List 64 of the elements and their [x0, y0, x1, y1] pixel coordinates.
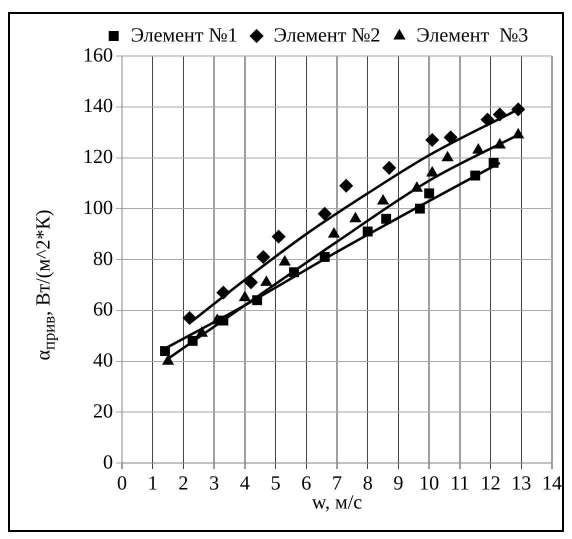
point: [382, 160, 396, 175]
x-tick-label: 9: [393, 472, 404, 494]
y-tick-label: 100: [83, 196, 113, 219]
point: [278, 255, 291, 266]
legend-label: Элемент №2: [274, 24, 380, 46]
x-tick-label: 1: [148, 472, 158, 494]
point: [160, 346, 170, 356]
point: [188, 336, 198, 346]
point: [512, 128, 524, 138]
x-tick-label: 4: [240, 472, 250, 494]
point: [511, 102, 526, 116]
point: [238, 290, 251, 302]
x-tick-label: 10: [419, 472, 440, 494]
legend-label: Элемент №3: [416, 24, 528, 46]
legend-label: Элемент №1: [130, 24, 238, 46]
x-tick-label: 6: [301, 472, 312, 494]
x-tick-label: 5: [270, 472, 281, 494]
point: [272, 230, 286, 244]
point: [252, 295, 262, 306]
point: [182, 311, 197, 326]
point: [425, 132, 440, 147]
y-tick-label: 60: [93, 298, 113, 321]
point: [488, 158, 499, 168]
point: [381, 214, 392, 224]
point: [377, 194, 390, 204]
point: [492, 108, 507, 122]
y-tick-label: 140: [83, 95, 113, 118]
point: [244, 275, 258, 290]
point: [470, 170, 480, 181]
y-tick-label: 40: [93, 350, 113, 372]
x-tick-label: 12: [480, 472, 501, 494]
y-tick-label: 160: [83, 44, 113, 66]
x-tick-label: 14: [542, 472, 562, 494]
x-tick-label: 2: [178, 472, 188, 494]
point: [349, 212, 362, 222]
point: [362, 226, 373, 236]
point: [472, 143, 484, 154]
point: [256, 250, 270, 264]
point: [339, 178, 354, 193]
point: [218, 316, 228, 326]
x-tick-label: 11: [450, 472, 470, 494]
point: [318, 206, 332, 221]
point: [410, 181, 423, 192]
y-tick-label: 80: [93, 248, 113, 270]
point: [424, 188, 434, 198]
y-tick-label: 20: [93, 400, 113, 422]
point: [414, 204, 425, 214]
point: [444, 130, 458, 144]
x-tick-label: 8: [362, 472, 373, 494]
point: [260, 275, 272, 286]
y-tick-label: 0: [103, 451, 113, 474]
x-tick-label: 0: [117, 472, 127, 494]
y-tick-label: 120: [83, 146, 113, 168]
point: [494, 138, 506, 149]
x-tick-label: 3: [209, 472, 220, 494]
point: [426, 166, 438, 177]
point: [196, 326, 208, 337]
x-tick-label: 13: [511, 472, 532, 494]
point: [289, 267, 299, 278]
point: [480, 112, 494, 127]
point: [328, 227, 340, 238]
point: [320, 252, 330, 262]
point: [216, 286, 230, 300]
point: [442, 150, 454, 162]
